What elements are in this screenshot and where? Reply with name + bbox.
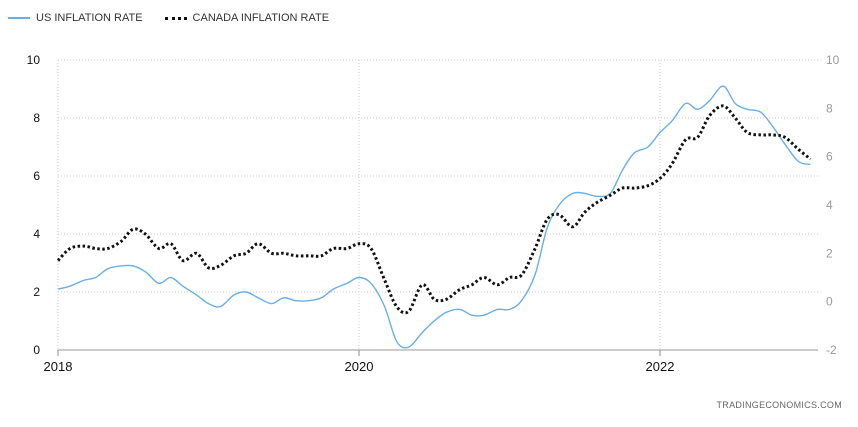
y-left-tick-label: 2 xyxy=(33,285,40,299)
y-left-tick-label: 8 xyxy=(33,111,40,125)
x-tick-label: 2022 xyxy=(646,359,675,374)
y-right-tick-label: -2 xyxy=(826,343,837,357)
legend-item-us[interactable]: US INFLATION RATE xyxy=(8,12,143,24)
y-right-tick-label: 4 xyxy=(826,198,833,212)
series-line-us xyxy=(57,85,811,349)
legend: US INFLATION RATE CANADA INFLATION RATE xyxy=(8,12,329,24)
legend-label-canada: CANADA INFLATION RATE xyxy=(192,12,330,24)
y-right-tick-label: 2 xyxy=(826,246,833,260)
y-right-tick-label: 10 xyxy=(826,53,840,67)
legend-swatch-us xyxy=(8,17,30,19)
x-tick-label: 2018 xyxy=(44,359,73,374)
x-tick-label: 2020 xyxy=(345,359,374,374)
series-line-canada xyxy=(56,104,812,315)
y-left-tick-label: 0 xyxy=(33,343,40,357)
y-left-tick-label: 4 xyxy=(33,227,40,241)
y-left-tick-label: 10 xyxy=(27,53,41,67)
legend-swatch-canada xyxy=(164,16,187,20)
source-credit[interactable]: TRADINGECONOMICS.COM xyxy=(716,400,842,410)
y-right-tick-label: 6 xyxy=(826,150,833,164)
legend-label-us: US INFLATION RATE xyxy=(36,12,143,24)
legend-item-canada[interactable]: CANADA INFLATION RATE xyxy=(164,12,330,24)
y-right-tick-label: 0 xyxy=(826,295,833,309)
y-right-tick-label: 8 xyxy=(826,101,833,115)
y-left-tick-label: 6 xyxy=(33,169,40,183)
